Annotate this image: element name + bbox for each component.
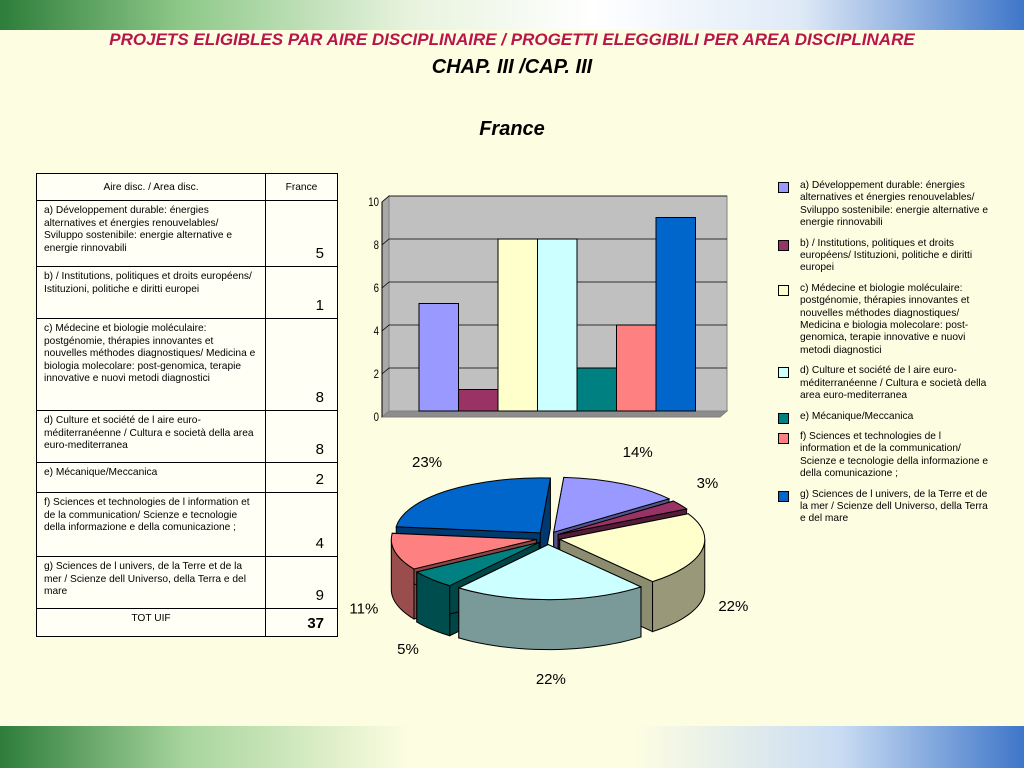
legend-item: g) Sciences de l univers, de la Terre et… [778, 489, 993, 526]
pie-label-b: 3% [697, 475, 719, 492]
pie-slice-top [553, 476, 671, 533]
table-row: e) Mécanique/Meccanica 2 [36, 462, 338, 493]
bar-y-tick-label: 10 [368, 196, 379, 209]
pie-slice-top [395, 477, 552, 534]
legend-label: c) Médecine et biologie moléculaire: pos… [800, 282, 970, 356]
bar-f [616, 324, 657, 412]
legend-item: c) Médecine et biologie moléculaire: pos… [778, 283, 993, 357]
table-cell-label: f) Sciences et technologies de l informa… [36, 492, 266, 557]
table-cell-label: c) Médecine et biologie moléculaire: pos… [36, 318, 266, 411]
page-title: PROJETS ELIGIBLES PAR AIRE DISCIPLINAIRE… [109, 30, 915, 49]
legend-label: a) Développement durable: énergies alter… [800, 180, 989, 229]
bar-gridline [381, 281, 727, 289]
bottom-gradient-band [0, 726, 1024, 768]
table-row: c) Médecine et biologie moléculaire: pos… [36, 318, 338, 411]
bar-y-tick-label: 0 [374, 411, 379, 424]
table-cell-label: g) Sciences de l univers, de la Terre et… [36, 556, 266, 609]
legend-label: f) Sciences et technologies de l informa… [800, 430, 989, 480]
legend-swatch [778, 284, 789, 296]
legend-item: d) Culture et société de l aire euro-méd… [778, 365, 993, 402]
legend-swatch [778, 367, 789, 379]
legend-item: a) Développement durable: énergies alter… [778, 180, 993, 230]
bar-c [497, 238, 538, 412]
table-cell-label: e) Mécanique/Meccanica [36, 462, 266, 493]
bar-y-tick-label: 6 [374, 282, 379, 295]
pie-label-g: 23% [412, 454, 442, 471]
table-total-value: 37 [265, 608, 338, 637]
chart-legend: a) Développement durable: énergies alter… [778, 180, 993, 534]
pie-slice-top [558, 513, 706, 583]
table-total-label: TOT UIF [36, 608, 266, 637]
bar-y-tick-label: 4 [374, 325, 379, 338]
bar-y-tick-label: 2 [374, 368, 379, 381]
table-cell-value: 1 [265, 266, 338, 319]
table-row: f) Sciences et technologies de l informa… [36, 492, 338, 557]
bar-e [576, 367, 617, 412]
bar-d [537, 238, 578, 412]
legend-swatch [778, 182, 789, 193]
legend-swatch [778, 239, 789, 251]
table-header-discipline: Aire disc. / Area disc. [36, 173, 266, 201]
legend-swatch [778, 412, 789, 424]
legend-label: d) Culture et société de l aire euro-méd… [800, 365, 987, 402]
table-cell-label: b) / Institutions, politiques et droits … [36, 266, 266, 319]
table-header-france: France [265, 173, 338, 201]
bar-b [458, 389, 499, 412]
table-cell-value: 8 [265, 318, 338, 411]
pie-slice-top [390, 532, 537, 570]
bar-y-tick-label: 8 [374, 239, 379, 252]
pie-label-a: 14% [623, 444, 653, 461]
legend-item: b) / Institutions, politiques et droits … [778, 238, 993, 275]
table-row: g) Sciences de l univers, de la Terre et… [36, 556, 338, 609]
bar-floor [380, 410, 729, 418]
legend-label: b) / Institutions, politiques et droits … [800, 237, 973, 274]
legend-label: e) Mécanique/Meccanica [800, 410, 914, 422]
page-subtitle: CHAP. III /CAP. III [431, 56, 593, 78]
pie-label-e: 5% [397, 641, 419, 658]
legend-swatch [778, 490, 789, 502]
data-table: Aire disc. / Area disc. France a) Dévelo… [36, 173, 338, 637]
table-total-row: TOT UIF 37 [36, 608, 338, 637]
table-row: d) Culture et société de l aire euro-méd… [36, 410, 338, 463]
legend-item: e) Mécanique/Meccanica [778, 410, 993, 424]
top-gradient-band [0, 0, 1024, 30]
pie-label-f: 11% [349, 601, 378, 618]
table-cell-value: 4 [265, 492, 338, 557]
pie-label-c: 22% [718, 598, 748, 615]
table-header-row: Aire disc. / Area disc. France [36, 173, 338, 201]
country-heading: France [479, 118, 545, 140]
bar-gridline [381, 324, 727, 332]
bar-side-wall [381, 194, 390, 419]
pie-label-d: 22% [536, 671, 566, 688]
pie-slice-top [557, 500, 688, 535]
bar-gridline [381, 238, 727, 246]
bar-a [418, 303, 459, 412]
pie-slice-top [457, 544, 643, 601]
legend-swatch [778, 432, 789, 444]
table-cell-value: 5 [265, 200, 338, 267]
bar-gridline [381, 195, 727, 203]
pie-slice-d [457, 543, 643, 651]
table-row: b) / Institutions, politiques et droits … [36, 266, 338, 319]
table-cell-value: 2 [265, 462, 338, 493]
legend-item: f) Sciences et technologies de l informa… [778, 431, 993, 481]
bar-g [655, 217, 696, 412]
legend-label: g) Sciences de l univers, de la Terre et… [800, 488, 988, 525]
table-cell-value: 9 [265, 556, 338, 609]
table-cell-label: d) Culture et société de l aire euro-méd… [36, 410, 266, 463]
table-cell-value: 8 [265, 410, 338, 463]
pie-slice-top [415, 541, 540, 587]
